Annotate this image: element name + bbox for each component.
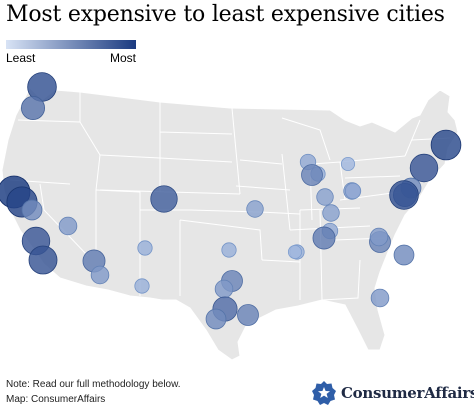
city-dot-portland <box>20 96 46 121</box>
border-nd-sd <box>159 102 233 192</box>
border-ca-nv <box>39 183 89 257</box>
city-dot-washington-d-c <box>389 180 419 210</box>
city-dot-charlotte <box>369 227 389 247</box>
border-wa-or <box>17 119 81 123</box>
border-ga-fl <box>321 259 361 301</box>
border-ok-tx <box>179 219 263 261</box>
city-dot-columbus <box>322 204 340 222</box>
border-mi <box>281 117 331 161</box>
city-dot-new-york <box>409 153 439 183</box>
city-dot-san-antonio <box>205 308 227 330</box>
methodology-note: Note: Read our full methodology below. <box>6 379 181 390</box>
map-source: Map: ConsumerAffairs <box>6 394 106 405</box>
brand-name: ConsumerAffairs <box>341 384 474 402</box>
border-sd-ne <box>159 157 233 163</box>
city-dot-boston <box>430 129 462 161</box>
city-dots <box>0 72 462 330</box>
city-dot-albuquerque <box>137 240 153 256</box>
legend-gradient-bar <box>6 40 136 49</box>
city-dot-memphis <box>287 244 303 260</box>
border-mt-wy <box>99 154 161 159</box>
city-dot-indianapolis <box>316 188 334 206</box>
city-dot-fort-worth <box>214 279 234 299</box>
legend-most-label: Most <box>110 51 137 65</box>
city-dot-jacksonville <box>370 288 390 308</box>
city-dot-sacramento <box>21 199 43 221</box>
consumeraffairs-logo: ConsumerAffairs <box>311 380 474 406</box>
footer-notes: Note: Read our full methodology below. M… <box>6 377 181 407</box>
border-mn-wi <box>231 107 283 195</box>
border-ne-ks <box>169 191 241 195</box>
city-dot-denver <box>150 185 178 213</box>
city-dot-nashville <box>312 226 336 250</box>
city-dot-buffalo <box>340 156 356 172</box>
city-dot-oklahoma-city <box>221 242 237 258</box>
city-dot-tucson <box>90 265 110 285</box>
city-dot-houston <box>237 304 259 326</box>
us-map <box>0 72 462 361</box>
city-dot-el-paso <box>134 278 150 294</box>
city-dot-pittsburgh <box>344 182 362 200</box>
city-dot-san-diego <box>28 245 58 275</box>
city-dot-chicago <box>301 164 323 186</box>
border-ar-la <box>261 259 301 263</box>
city-dot-kansas-city <box>246 200 264 218</box>
legend-least-label: Least <box>6 51 36 65</box>
city-dot-las-vegas <box>58 216 78 236</box>
star-badge-icon <box>312 381 336 405</box>
map-title: Most expensive to least expensive cities <box>6 2 445 27</box>
border-ia-mo <box>235 185 291 191</box>
border-id-mt <box>79 92 101 191</box>
city-dot-raleigh <box>393 244 415 266</box>
border-mo-ar <box>259 211 301 215</box>
